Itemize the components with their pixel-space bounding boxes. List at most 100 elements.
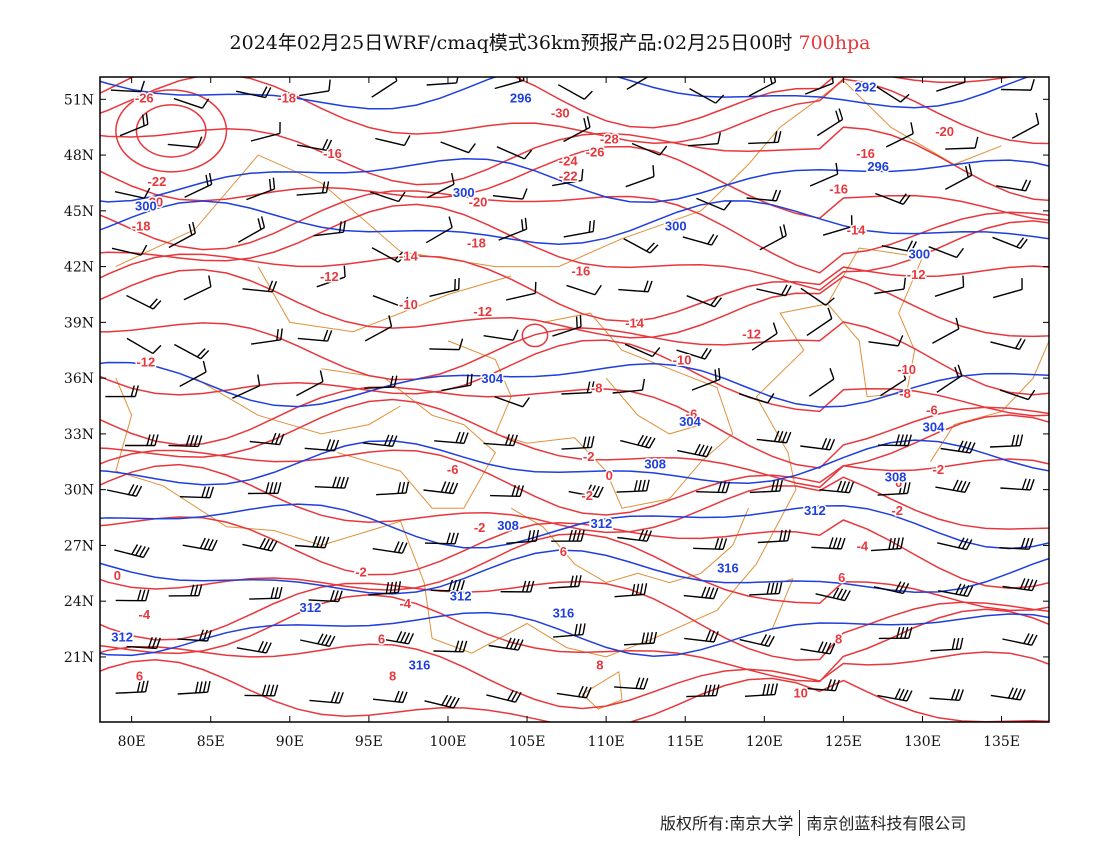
- footer-company: 南京创蓝科技有限公司: [806, 814, 967, 833]
- temperature-isoline: [100, 321, 1049, 396]
- wind-barb: [990, 338, 1026, 351]
- temperature-label: -6: [926, 403, 938, 418]
- temperature-isoline: [100, 145, 1049, 221]
- temperature-label: -28: [600, 131, 619, 146]
- wind-barb: [423, 481, 459, 495]
- temperature-label: -4: [139, 607, 151, 622]
- wind-barb: [244, 684, 279, 697]
- wind-barb: [296, 138, 333, 151]
- temperature-label: -2: [581, 488, 593, 503]
- wind-barb: [115, 680, 149, 694]
- wind-barb: [372, 541, 408, 554]
- temperature-label: -22: [559, 169, 578, 184]
- wind-barb: [425, 216, 453, 244]
- lon-tick-label: 95E: [355, 734, 383, 750]
- wind-barb: [300, 633, 336, 648]
- height-isoline: [100, 439, 1049, 486]
- wind-barb: [506, 529, 540, 544]
- lat-tick-label: 42N: [64, 260, 94, 276]
- boundary-line: [257, 266, 512, 333]
- wind-barb: [369, 191, 406, 203]
- wind-barb: [249, 432, 285, 446]
- temperature-label: 10: [793, 685, 807, 700]
- wind-barb: [179, 360, 207, 388]
- wind-barb: [297, 329, 333, 342]
- wind-barb: [940, 440, 976, 454]
- temperature-label: 8: [835, 631, 842, 646]
- wind-barb: [429, 278, 460, 297]
- wind-barb: [126, 636, 161, 650]
- wind-barb: [183, 275, 212, 301]
- temperature-label: -16: [829, 182, 848, 197]
- height-label: 304: [923, 419, 945, 434]
- wind-barb: [815, 587, 851, 602]
- height-label: 300: [908, 247, 930, 262]
- temperature-label: -18: [277, 90, 296, 105]
- wind-barb: [376, 481, 410, 496]
- temperature-label: -10: [399, 297, 418, 312]
- contour-labels: -26 -18-16-22-20-18-30-28-26-24-22-20-18-…: [110, 78, 956, 702]
- height-label: 308: [644, 457, 666, 472]
- wind-barb: [885, 122, 914, 148]
- temperature-label: 0: [606, 468, 613, 483]
- wind-barb: [809, 162, 839, 187]
- temperature-isoline: [100, 398, 1049, 489]
- lat-tick-label: 51N: [64, 92, 94, 108]
- lon-tick-label: 105E: [509, 734, 546, 750]
- wind-barb: [1002, 578, 1038, 592]
- wind-barb: [751, 322, 778, 351]
- wind-barb: [182, 537, 218, 552]
- wind-barb: [483, 434, 518, 447]
- height-label: 292: [855, 79, 877, 94]
- map-title: 2024年02月25日WRF/cmaq模式36km预报产品:02月25日00时 …: [0, 28, 1100, 55]
- lon-tick-label: 130E: [904, 734, 941, 750]
- wind-barb: [371, 77, 398, 98]
- wind-barb: [237, 216, 266, 243]
- wind-barb: [614, 583, 648, 598]
- wind-barb: [236, 86, 272, 99]
- wind-barb: [816, 108, 844, 137]
- wind-barb: [618, 280, 653, 293]
- wind-barb: [316, 265, 346, 288]
- temperature-isoline: [100, 190, 1049, 274]
- temperature-label: -12: [473, 304, 492, 319]
- height-label: 308: [497, 518, 519, 533]
- temperature-isoline: [100, 203, 1049, 291]
- wind-barb: [689, 87, 725, 104]
- wind-barb: [677, 443, 713, 458]
- boundary-line: [582, 670, 623, 710]
- wind-barb: [251, 328, 283, 345]
- wind-barb: [126, 294, 162, 310]
- wind-barb: [114, 544, 150, 559]
- lat-tick-label: 45N: [64, 204, 94, 220]
- wind-barb: [378, 631, 415, 645]
- wind-barb: [561, 381, 595, 395]
- wind-barb: [548, 575, 582, 589]
- lon-tick-label: 125E: [825, 734, 862, 750]
- lat-tick-label: 30N: [64, 483, 94, 499]
- wind-barb: [1000, 78, 1035, 91]
- wind-barb: [364, 315, 393, 342]
- wind-barb: [364, 375, 398, 389]
- wind-barb: [873, 581, 910, 595]
- wind-barb: [992, 236, 1028, 249]
- height-label: 312: [450, 589, 472, 604]
- wind-barb: [749, 479, 783, 494]
- wind-barb: [746, 189, 782, 202]
- wind-barb: [934, 275, 965, 297]
- temperature-label: -2: [933, 462, 945, 477]
- wind-barb: [296, 181, 330, 196]
- lat-tick-label: 24N: [64, 594, 94, 610]
- temperature-label: 6: [560, 544, 567, 559]
- height-label: 300: [453, 185, 475, 200]
- wind-barb: [1011, 112, 1040, 139]
- lon-tick-label: 85E: [197, 734, 225, 750]
- temperature-label: -4: [857, 538, 869, 553]
- temperature-label: -26: [586, 144, 605, 159]
- temperature-label: -20: [935, 124, 954, 139]
- wind-barb: [551, 529, 585, 542]
- temperature-isoline: [100, 386, 1049, 469]
- lon-tick-label: 100E: [429, 734, 466, 750]
- wind-barb: [945, 136, 979, 150]
- wind-barb: [929, 688, 964, 701]
